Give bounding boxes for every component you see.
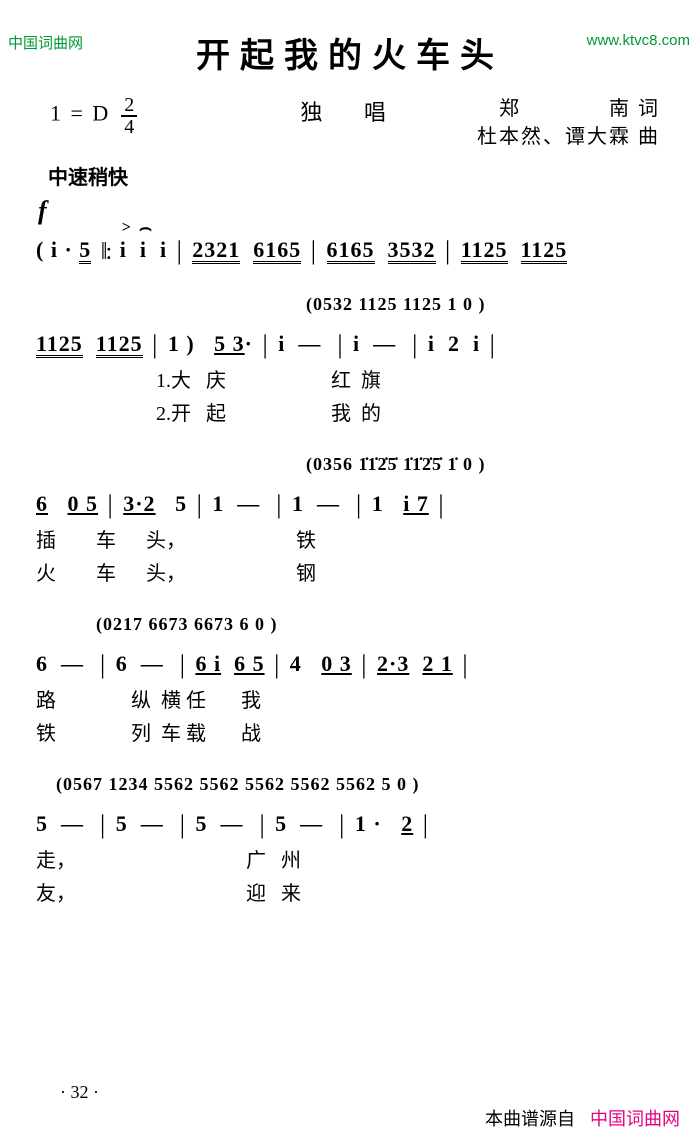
header-meta: 1 = D 2 4 独 唱 郑 南 词 杜本然、谭大霖 曲 [50,95,660,151]
cue-notes: (0532 1125 1125 1 0 ) [306,294,486,314]
cue-notes: (0217 6673 6673 6 0 ) [96,614,278,634]
music-system-4: (0217 6673 6673 6 0 ) 6 — | 6 — | 6 i 6 … [0,614,700,746]
tempo-marking: 中速稍快 [48,161,700,190]
notes-row: 6 0 5 | 3·2 5 | 1 — | 1 — | 1 i 7 | [36,490,670,520]
cue-notes: (0356 1̇1̇2̇5̇ 1̇1̇2̇5̇ 1̇ 0 ) [306,454,486,474]
credits: 郑 南 词 杜本然、谭大霖 曲 [477,95,660,151]
lyrics-line-1: 路 纵 横 任 我 [36,684,670,713]
lyrics-line-1: 走， 广 州 [36,844,670,873]
music-system-3: (0356 1̇1̇2̇5̇ 1̇1̇2̇5̇ 1̇ 0 ) 6 0 5 | 3… [0,454,700,586]
key-time-sig: 1 = D 2 4 [50,95,137,151]
lyrics-line-2: 2.开 起 我 的 [36,397,670,426]
time-numerator: 2 [121,95,137,117]
page-number: · 32 · [60,1082,99,1103]
music-system-2: (0532 1125 1125 1 0 ) 1125 1125 | 1 ) 5 … [0,294,700,426]
watermark-top-left: 中国词曲网 [8,32,83,53]
time-signature: 2 4 [121,95,137,137]
dynamic-marking: f [38,196,700,226]
footer-site: 中国词曲网 [590,1109,680,1129]
key-signature: 1 = D [50,101,110,126]
lyrics-line-1: 1.大 庆 红 旗 [36,364,670,393]
time-denominator: 4 [121,117,137,137]
music-system-1: ( i · 5 ‖: i i i | 2321 6165 | 6165 3532… [36,236,670,266]
lyrics-line-2: 火 车 头， 钢 [36,557,670,586]
notes-row: 6 — | 6 — | 6 i 6 5 | 4 0 3 | 2·3 2 1 | [36,650,670,680]
solo-label: 独 唱 [300,95,404,151]
cue-notes: (0567 1234 5562 5562 5562 5562 5562 5 0 … [56,774,420,794]
lyrics-line-2: 友， 迎 来 [36,877,670,906]
watermark-top-right: www.ktvc8.com [587,32,690,49]
lyrics-line-1: 插 车 头， 铁 [36,524,670,553]
composer: 杜本然、谭大霖 曲 [477,123,660,151]
notes-row: ( i · 5 ‖: i i i | 2321 6165 | 6165 3532… [36,236,670,266]
notes-row: 1125 1125 | 1 ) 5 3· | i — | i — | i 2 i… [36,330,670,360]
lyricist: 郑 南 词 [477,95,660,123]
footer-label: 本曲谱源自 [485,1109,575,1129]
notes-row: 5 — | 5 — | 5 — | 5 — | 1 · 2 | [36,810,670,840]
music-system-5: (0567 1234 5562 5562 5562 5562 5562 5 0 … [0,774,700,906]
lyrics-line-2: 铁 列 车 载 战 [36,717,670,746]
